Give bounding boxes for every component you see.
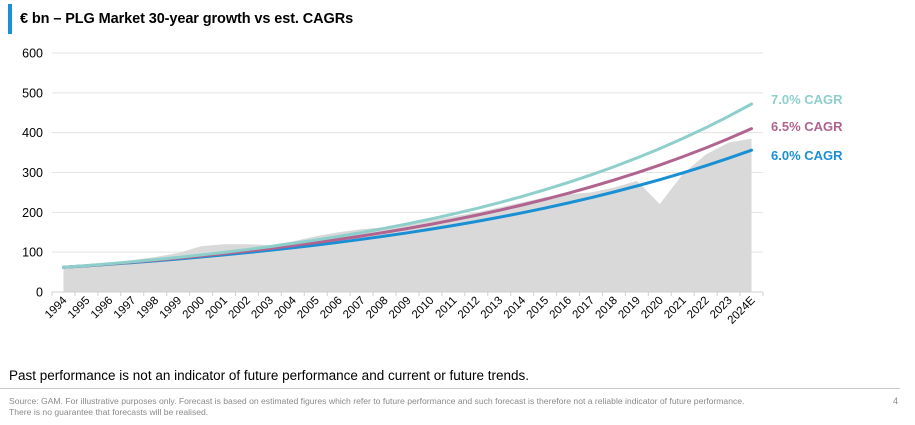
chart: 0 100 200 300 400 500 600 19941995199619971998… bbox=[22, 47, 843, 327]
x-tick-label: 2010 bbox=[410, 295, 437, 322]
x-tick-label: 2020 bbox=[639, 295, 666, 322]
y-tick-label: 0 bbox=[36, 286, 43, 300]
x-tick-label: 1994 bbox=[43, 294, 70, 321]
x-tick-label: 2014 bbox=[502, 294, 529, 321]
legend-label: 7.0% CAGR bbox=[771, 92, 843, 107]
cagr-lines bbox=[61, 102, 754, 269]
market-area bbox=[63, 138, 752, 292]
x-tick-label: 2008 bbox=[364, 295, 391, 322]
x-tick-label: 2017 bbox=[571, 295, 598, 322]
page-number: 4 bbox=[893, 396, 899, 406]
x-tick-label: 2016 bbox=[548, 295, 575, 322]
y-tick-label: 200 bbox=[22, 206, 43, 220]
y-tick-label: 300 bbox=[22, 166, 43, 180]
source-note: Source: GAM. For illustrative purposes o… bbox=[9, 396, 859, 418]
y-tick-label: 500 bbox=[22, 86, 43, 100]
x-axis: 1994199519961997199819992000200120022003… bbox=[43, 291, 764, 327]
x-tick-label: 2013 bbox=[479, 295, 506, 322]
x-tick-label: 2002 bbox=[226, 295, 253, 322]
x-tick-label: 2003 bbox=[249, 295, 276, 322]
x-tick-label: 2005 bbox=[295, 295, 322, 322]
footer-divider bbox=[0, 388, 900, 389]
x-tick-label: 1996 bbox=[89, 295, 116, 322]
source-line-2: There is no guarantee that forecasts wil… bbox=[9, 407, 209, 417]
x-tick-label: 2015 bbox=[525, 295, 552, 322]
x-tick-label: 2012 bbox=[456, 295, 483, 322]
y-tick-label: 100 bbox=[22, 246, 43, 260]
x-tick-label: 1997 bbox=[112, 295, 139, 322]
x-tick-label: 2004 bbox=[272, 294, 299, 321]
legend: 7.0% CAGR 6.5% CAGR 6.0% CAGR bbox=[771, 92, 843, 163]
x-tick-label: 2007 bbox=[341, 295, 368, 322]
x-tick-label: 2006 bbox=[318, 295, 345, 322]
x-tick-label: 1999 bbox=[158, 295, 185, 322]
performance-disclaimer: Past performance is not an indicator of … bbox=[9, 368, 530, 383]
x-tick-label: 2011 bbox=[434, 295, 460, 321]
x-tick-label: 2018 bbox=[593, 295, 620, 322]
x-tick-label: 2000 bbox=[181, 295, 208, 322]
chart-title: € bn – PLG Market 30-year growth vs est.… bbox=[20, 11, 354, 27]
x-tick-label: 1995 bbox=[66, 295, 93, 322]
y-tick-label: 600 bbox=[22, 47, 43, 61]
x-tick-label: 2022 bbox=[685, 295, 712, 322]
x-tick-label: 2021 bbox=[662, 295, 689, 322]
y-tick-label: 400 bbox=[22, 126, 43, 140]
x-tick-label: 2009 bbox=[387, 295, 414, 322]
market-area-series bbox=[63, 138, 752, 292]
legend-label: 6.0% CAGR bbox=[771, 148, 843, 163]
x-tick-label: 2019 bbox=[616, 295, 643, 322]
source-line-1: Source: GAM. For illustrative purposes o… bbox=[9, 396, 745, 406]
y-axis-ticks: 0 100 200 300 400 500 600 bbox=[22, 47, 43, 300]
x-tick-label: 2001 bbox=[204, 295, 231, 322]
x-tick-label: 1998 bbox=[135, 295, 162, 322]
legend-label: 6.5% CAGR bbox=[771, 119, 843, 134]
cagr-line-70 bbox=[61, 102, 754, 269]
title-accent-bar bbox=[8, 4, 12, 34]
